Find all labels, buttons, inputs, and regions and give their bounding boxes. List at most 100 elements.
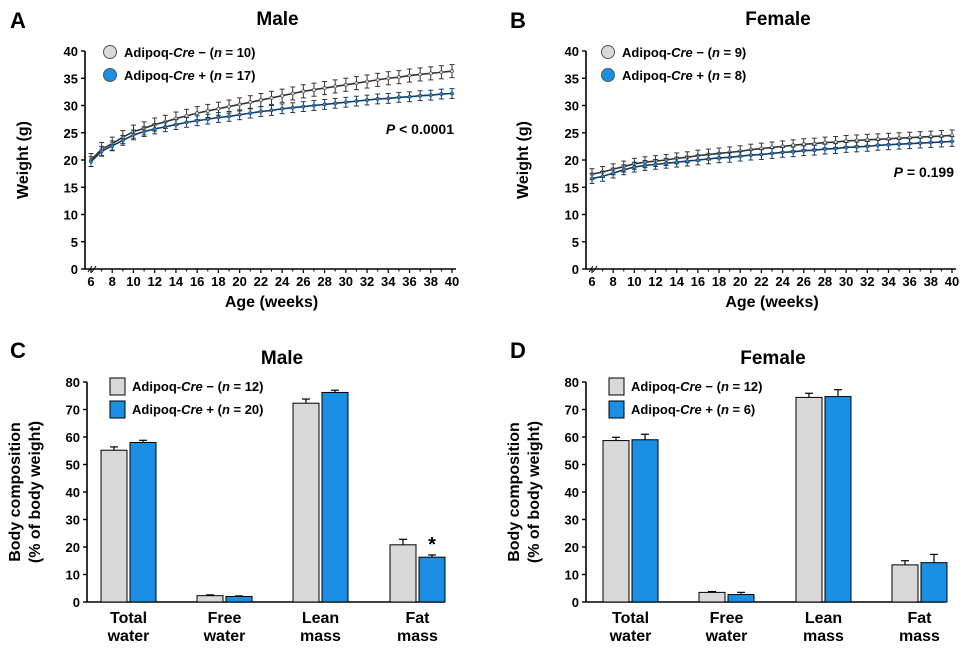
data-point bbox=[237, 102, 242, 107]
data-point bbox=[184, 120, 189, 125]
data-point bbox=[844, 145, 849, 150]
y-tick-label-d: 30 bbox=[565, 513, 579, 528]
data-point bbox=[865, 144, 870, 149]
data-point bbox=[791, 149, 796, 154]
bar-c-3-0 bbox=[389, 544, 417, 603]
category-label-d: Fat bbox=[908, 610, 933, 627]
bar-d-3-0 bbox=[891, 564, 919, 603]
category-label-d: water bbox=[705, 628, 748, 645]
legend-label-b-0-plain: Adipoq- bbox=[622, 45, 671, 60]
y-tick-label-c: 50 bbox=[66, 458, 80, 473]
x-tick-label-b: 26 bbox=[797, 274, 811, 289]
bar-d-3-1 bbox=[920, 562, 948, 603]
x-tick-label-a: 14 bbox=[169, 274, 184, 289]
x-tick-label-a: 10 bbox=[126, 274, 140, 289]
data-point bbox=[354, 81, 359, 86]
x-tick-label-b: 18 bbox=[712, 274, 726, 289]
data-point bbox=[600, 174, 605, 179]
data-point bbox=[674, 160, 679, 165]
category-label-c: Fat bbox=[406, 610, 431, 627]
y-tick-label-b: 0 bbox=[572, 262, 579, 277]
panel-letter-b: B bbox=[510, 8, 526, 33]
panel-letter-a: A bbox=[10, 8, 26, 33]
axis-break-b bbox=[588, 265, 598, 273]
x-tick-label-a: 28 bbox=[317, 274, 331, 289]
x-tick-label-b: 14 bbox=[669, 274, 684, 289]
x-tick-label-a: 26 bbox=[296, 274, 310, 289]
y-tick-label-b: 20 bbox=[565, 153, 579, 168]
legend-label-a-0-n: n bbox=[214, 45, 222, 60]
data-point bbox=[717, 155, 721, 160]
series-a-cre-plus bbox=[88, 88, 455, 168]
data-point bbox=[918, 141, 923, 146]
x-tick-label-b: 28 bbox=[818, 274, 832, 289]
data-point bbox=[854, 138, 859, 143]
category-label-d: mass bbox=[899, 628, 940, 645]
category-label-c: Free bbox=[208, 610, 242, 627]
data-point bbox=[590, 176, 594, 181]
data-point bbox=[428, 71, 433, 76]
legend-label-d-0: Adipoq-Cre − (n = 12) bbox=[631, 379, 763, 394]
data-point bbox=[653, 162, 658, 167]
data-point bbox=[312, 103, 316, 108]
data-point bbox=[343, 82, 348, 87]
data-point bbox=[791, 143, 796, 148]
data-point bbox=[854, 145, 859, 149]
category-label-c: Lean bbox=[302, 610, 339, 627]
data-point bbox=[643, 163, 647, 168]
series-b-cre-plus bbox=[589, 136, 955, 184]
legend-label-d-1-n: n bbox=[721, 402, 729, 417]
data-point bbox=[227, 104, 231, 109]
legend-marker-d-0 bbox=[608, 377, 625, 396]
bar-d-1-1 bbox=[727, 594, 755, 603]
legend-label-a-0-plain: Adipoq- bbox=[124, 45, 173, 60]
panel-letter-d: D bbox=[510, 338, 526, 363]
x-tick-label-b: 30 bbox=[839, 274, 853, 289]
x-tick-label-b: 12 bbox=[648, 274, 662, 289]
significance-star-c: * bbox=[428, 534, 436, 556]
legend-label-b-0-count: = 9) bbox=[720, 45, 746, 60]
legend-marker-c-1 bbox=[109, 400, 126, 419]
legend-label-b-1-sign: + ( bbox=[693, 68, 713, 83]
category-label-d: mass bbox=[803, 628, 844, 645]
y-tick-label-a: 10 bbox=[64, 208, 78, 223]
category-label-c: mass bbox=[300, 628, 341, 645]
data-point bbox=[354, 99, 359, 104]
bar-c-2-0 bbox=[292, 402, 320, 603]
y-tick-label-d: 40 bbox=[565, 485, 579, 500]
legend-label-c-0: Adipoq-Cre − (n = 12) bbox=[132, 379, 264, 394]
data-point bbox=[738, 154, 743, 159]
y-tick-label-b: 15 bbox=[565, 180, 579, 195]
y-tick-label-c: 80 bbox=[66, 375, 80, 390]
y-tick-label-a: 35 bbox=[64, 71, 78, 86]
data-point bbox=[611, 171, 616, 175]
data-point bbox=[195, 118, 200, 123]
data-point bbox=[205, 109, 210, 113]
data-point bbox=[833, 140, 838, 144]
category-label-c: water bbox=[203, 628, 246, 645]
x-tick-label-a: 32 bbox=[360, 274, 374, 289]
x-tick-label-b: 32 bbox=[860, 274, 874, 289]
data-point bbox=[780, 150, 785, 155]
legend-label-a-0: Adipoq-Cre − (n = 10) bbox=[124, 45, 256, 60]
bar-d-1-0 bbox=[698, 591, 726, 603]
data-point bbox=[865, 137, 870, 142]
x-tick-label-a: 36 bbox=[402, 274, 416, 289]
legend-label-c-0-n: n bbox=[222, 379, 230, 394]
data-point bbox=[418, 93, 423, 98]
data-point bbox=[301, 89, 306, 94]
p-value-a: P < 0.0001 bbox=[386, 121, 454, 137]
x-tick-label-a: 38 bbox=[424, 274, 438, 289]
legend-label-b-0-sign: − ( bbox=[693, 45, 713, 60]
legend-marker-d-1 bbox=[608, 400, 625, 419]
legend-label-a-0-count: = 10) bbox=[222, 45, 256, 60]
legend-label-c-1-cre: Cre bbox=[181, 402, 203, 417]
data-point bbox=[131, 133, 136, 137]
data-point bbox=[365, 79, 369, 84]
legend-marker-b-1 bbox=[601, 68, 615, 82]
x-tick-label-b: 34 bbox=[881, 274, 896, 289]
y-axis-subtitle-c: (% of body weight) bbox=[27, 421, 44, 563]
data-point bbox=[823, 147, 827, 152]
category-label-c: Total bbox=[110, 610, 147, 627]
